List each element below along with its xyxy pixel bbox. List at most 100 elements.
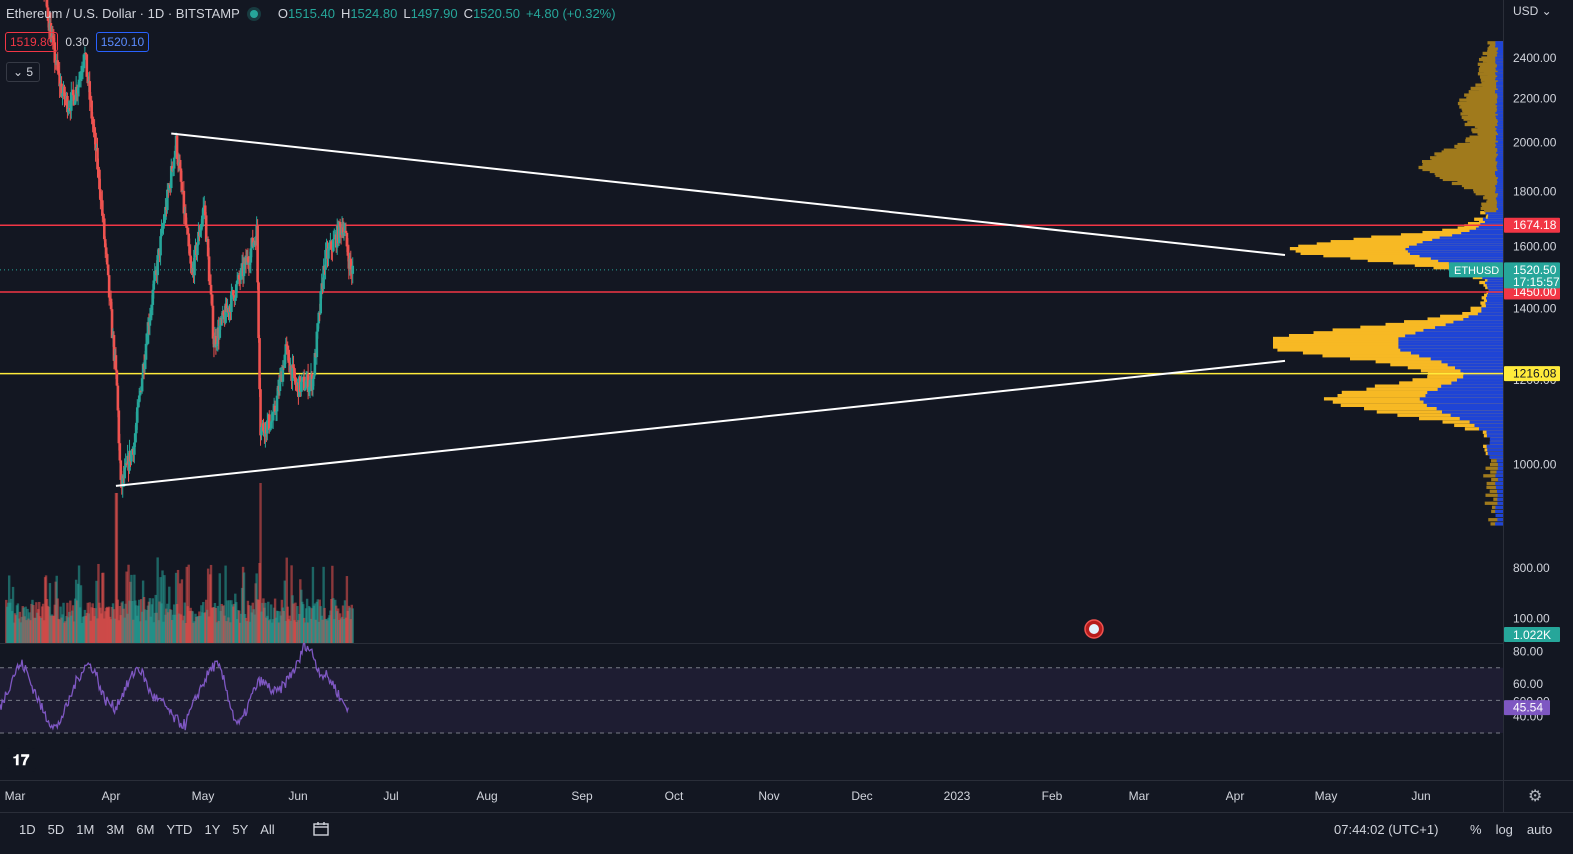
- volume-profile-bar: [1429, 169, 1503, 174]
- range-3m[interactable]: 3M: [106, 822, 125, 837]
- volume-profile-value-area: [1496, 198, 1503, 202]
- volume-profile-value-area: [1463, 317, 1503, 321]
- range-ytd[interactable]: YTD: [166, 822, 193, 837]
- range-1d[interactable]: 1D: [19, 822, 36, 837]
- volume-profile-bar: [1353, 237, 1503, 242]
- gear-icon[interactable]: ⚙: [1528, 788, 1543, 805]
- currency-selector[interactable]: USD ⌄: [1513, 4, 1552, 18]
- range-5d[interactable]: 5D: [47, 822, 65, 837]
- candle: [172, 157, 176, 169]
- volume-profile-bar: [1487, 198, 1503, 202]
- candle: [117, 410, 121, 444]
- volume-profile-bar: [1366, 387, 1503, 391]
- candle: [196, 244, 199, 256]
- candle: [135, 422, 138, 434]
- volume-profile-value-area: [1486, 434, 1503, 438]
- volume-profile-value-area: [1398, 339, 1503, 343]
- volume-profile-value-area: [1487, 293, 1503, 297]
- volume-profile-bar: [1465, 139, 1503, 143]
- candle: [58, 73, 61, 87]
- chevron-down-icon: ⌄: [13, 65, 24, 79]
- volume-profile-bar: [1332, 328, 1503, 332]
- last-price-label-bg: [1504, 262, 1560, 289]
- volume-profile-value-area: [1496, 202, 1503, 206]
- time-tick-label: Jul: [383, 789, 398, 803]
- candle: [74, 86, 78, 101]
- sell-button[interactable]: 1519.80: [5, 32, 59, 52]
- candle: [315, 331, 319, 358]
- timezone-clock[interactable]: 07:44:02 (UTC+1): [1334, 822, 1439, 837]
- volume-profile-value-area: [1495, 128, 1503, 132]
- volume-profile-bar: [1374, 384, 1503, 388]
- volume-profile-value-area: [1427, 390, 1503, 395]
- time-tick-label: Nov: [758, 789, 779, 803]
- volume-profile-bar: [1385, 322, 1503, 327]
- candle: [308, 380, 312, 387]
- volume-profile-value-area: [1489, 455, 1503, 459]
- candle: [140, 378, 144, 392]
- upper-trendline: [171, 132, 1286, 257]
- volume-profile-bar: [1456, 146, 1503, 150]
- volume-bar: [48, 583, 52, 643]
- percent-scale-button[interactable]: %: [1470, 822, 1482, 837]
- volume-profile-value-area: [1496, 489, 1503, 493]
- candle: [324, 250, 327, 270]
- volume-profile-bar: [1399, 381, 1503, 385]
- rsi-tick-label: 100.00: [1513, 612, 1550, 626]
- range-6m[interactable]: 6M: [136, 822, 155, 837]
- go-to-date-icon[interactable]: [312, 821, 330, 837]
- volume-profile-value-area: [1497, 466, 1503, 470]
- volume-profile-value-area: [1452, 233, 1503, 237]
- currency-label: USD: [1513, 4, 1539, 18]
- range-5y[interactable]: 5Y: [232, 822, 249, 837]
- candle: [349, 258, 353, 270]
- price-axis-background: [1503, 0, 1573, 812]
- candle: [281, 365, 285, 382]
- candle: [180, 181, 184, 192]
- volume-profile-value-area: [1423, 328, 1503, 332]
- candle: [262, 423, 265, 431]
- range-1y[interactable]: 1Y: [204, 822, 221, 837]
- volume-profile-value-area: [1497, 194, 1503, 198]
- volume-bar: [11, 586, 15, 643]
- volume-profile-value-area: [1438, 258, 1503, 263]
- candle: [156, 255, 159, 276]
- volume-label-bg: [1504, 627, 1560, 642]
- range-1m[interactable]: 1M: [76, 822, 95, 837]
- volume-bar: [102, 572, 105, 643]
- candle: [105, 254, 109, 265]
- time-tick-label: May: [192, 789, 215, 803]
- volume-profile-bar: [1464, 122, 1503, 127]
- volume-profile-value-area: [1495, 485, 1503, 490]
- range-all[interactable]: All: [260, 822, 275, 837]
- volume-profile-value-area: [1487, 278, 1503, 282]
- volume-profile-value-area: [1419, 397, 1503, 401]
- volume-bar: [115, 493, 119, 643]
- volume-profile-bar: [1484, 194, 1503, 198]
- resistance-price-label: 1674.18: [1513, 218, 1557, 232]
- log-scale-button[interactable]: log: [1495, 822, 1513, 837]
- price-tick-label: 1000.00: [1513, 458, 1557, 472]
- volume-profile-bar: [1273, 336, 1503, 341]
- volume-bar: [163, 575, 166, 643]
- candle: [81, 68, 85, 73]
- volume-profile-bar: [1400, 233, 1503, 237]
- volume-profile-value-area: [1497, 103, 1503, 107]
- candle: [214, 335, 218, 346]
- volume-profile-value-area: [1409, 251, 1503, 255]
- symbol-title[interactable]: Ethereum / U.S. Dollar · 1D · BITSTAMP: [6, 6, 240, 21]
- candle: [72, 95, 76, 105]
- volume-bar: [161, 570, 164, 643]
- volume-profile-value-area: [1482, 217, 1503, 221]
- candle: [114, 355, 118, 371]
- candle: [145, 343, 149, 345]
- auto-scale-button[interactable]: auto: [1526, 822, 1553, 837]
- indicators-count: 5: [26, 65, 34, 79]
- chart-canvas[interactable]: 2400.00 2200.00 2000.00 1800.00 1600.00 1400.…: [0, 0, 1573, 812]
- volume-profile: [1273, 41, 1503, 526]
- indicators-toggle-button[interactable]: ⌄ 5: [6, 62, 41, 82]
- buy-button[interactable]: 1520.10: [95, 32, 150, 52]
- tradingview-logo-icon[interactable]: 𝟏𝟕: [6, 748, 36, 772]
- volume-profile-value-area: [1497, 93, 1503, 97]
- rsi-line: [0, 643, 349, 731]
